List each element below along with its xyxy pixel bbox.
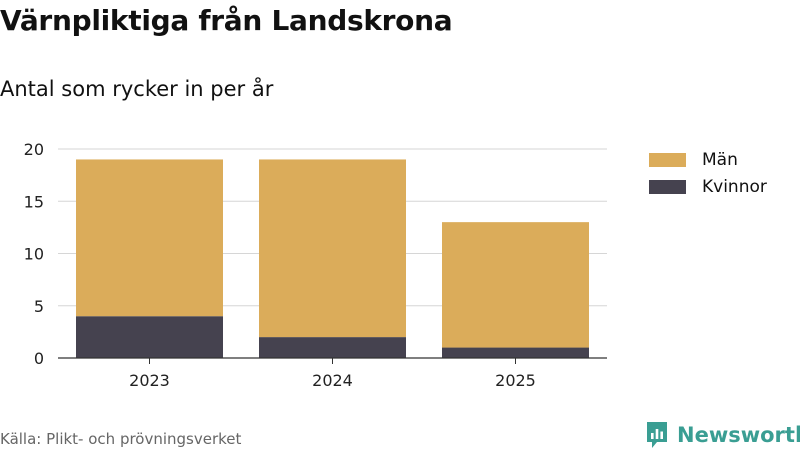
bar-2024-kvinnor: [259, 337, 406, 358]
legend-item-men: Män: [649, 146, 767, 173]
x-tick-label-2024: 2024: [312, 371, 353, 390]
legend-label-women: Kvinnor: [702, 176, 767, 197]
y-tick-label-5: 5: [34, 297, 44, 316]
legend-swatch-men: [649, 152, 686, 167]
y-tick-label-0: 0: [34, 349, 44, 368]
y-tick-label-10: 10: [24, 245, 44, 264]
legend-label-men: Män: [702, 149, 738, 170]
bar-chart: 0 5 10 15 20 2023 2024 2025: [24, 140, 607, 390]
axes: 0 5 10 15 20 2023 2024 2025: [24, 140, 607, 390]
y-tick-label-20: 20: [24, 140, 44, 159]
bar-2023-kvinnor: [76, 316, 223, 358]
bar-2023-män: [76, 159, 223, 317]
brand-name: Newsworthy: [677, 423, 800, 447]
legend-swatch-women: [649, 179, 686, 194]
x-tick-label-2023: 2023: [129, 371, 170, 390]
newsworthy-logo-icon: [647, 422, 667, 448]
legend-item-women: Kvinnor: [649, 173, 767, 200]
legend: Män Kvinnor: [649, 146, 767, 200]
chart-subtitle: Antal som rycker in per år: [0, 77, 274, 101]
x-tick-label-2025: 2025: [495, 371, 536, 390]
chart-title: Värnpliktiga från Landskrona: [0, 4, 453, 37]
bar-2025-män: [442, 222, 589, 348]
y-tick-label-15: 15: [24, 192, 44, 211]
bar-2025-kvinnor: [442, 347, 589, 358]
bars: [76, 159, 589, 358]
bar-2024-män: [259, 159, 406, 338]
source-note: Källa: Plikt- och prövningsverket: [0, 430, 242, 448]
brand: Newsworthy: [645, 420, 800, 450]
